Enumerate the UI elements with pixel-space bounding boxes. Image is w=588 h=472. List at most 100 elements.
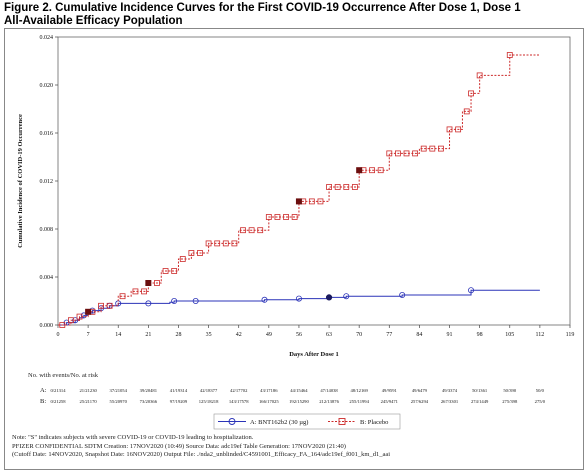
risk-cell: 41/19314 <box>170 388 188 393</box>
risk-cell: 245/9471 <box>381 399 399 404</box>
y-tick-label: 0.004 <box>40 275 54 281</box>
risk-cell: 25/21170 <box>80 399 98 404</box>
series-b-censor-marker <box>132 288 139 295</box>
x-tick-label: 91 <box>447 332 453 338</box>
series-b-censor-marker <box>369 167 375 174</box>
series-a-censor-marker <box>343 293 350 300</box>
x-tick-label: 84 <box>416 332 422 338</box>
risk-cell: 50/390 <box>503 388 516 393</box>
risk-cell: 73/20366 <box>140 399 158 404</box>
series-b-censor-marker <box>412 150 419 157</box>
x-axis-label: Days After Dose 1 <box>289 351 339 358</box>
risk-cell: 44/15464 <box>290 388 308 393</box>
series-b-censor-marker <box>317 198 324 205</box>
y-axis-label: Cumulative Incidence of COVID-19 Occurre… <box>17 114 24 248</box>
series-b-severe-marker <box>145 280 152 286</box>
series-b-censor-marker <box>265 214 272 220</box>
risk-cell: 49/3374 <box>442 388 458 393</box>
y-tick-label: 0.008 <box>40 227 54 233</box>
series-b-censor-marker <box>154 280 160 286</box>
series-b-censor-marker <box>119 293 126 300</box>
series-b-censor-marker <box>291 214 298 220</box>
risk-cell: 192/15290 <box>289 399 309 404</box>
risk-cell: 97/19209 <box>170 399 188 404</box>
series-b-censor-marker <box>326 184 332 190</box>
series-b-censor-marker <box>403 150 410 157</box>
series-a-censor-marker <box>261 296 268 303</box>
x-tick-label: 49 <box>266 332 272 338</box>
series-a-censor-marker <box>192 297 199 304</box>
risk-cell: 21/21230 <box>79 388 97 393</box>
y-tick-label: 0.000 <box>40 323 54 329</box>
series-b-severe-marker <box>295 198 302 205</box>
risk-cell: 257/6294 <box>411 399 429 404</box>
series-b-censor-marker <box>141 288 147 295</box>
legend-label-a: A: BNT162b2 (30 µg) <box>250 419 308 426</box>
series-b-censor-marker <box>386 150 393 157</box>
series-b-censor-marker <box>98 302 104 309</box>
series-b-censor-marker <box>420 145 427 152</box>
series-b-censor-marker <box>240 227 246 234</box>
x-tick-label: 21 <box>145 332 151 338</box>
series-b-censor-marker <box>334 184 341 190</box>
series-a-censor-marker <box>468 287 475 294</box>
series-b-censor-marker <box>429 145 436 152</box>
risk-cell: 50/0 <box>536 388 545 393</box>
series-b-censor-marker <box>283 214 289 220</box>
risk-cell: 274/1449 <box>471 399 489 404</box>
y-tick-label: 0.012 <box>40 179 54 185</box>
x-tick-label: 105 <box>505 332 514 338</box>
risk-cell: 43/17186 <box>260 388 278 393</box>
series-b-censor-marker <box>76 313 83 320</box>
series-b-censor-marker <box>394 150 401 157</box>
figure-title-line-2: All-Available Efficacy Population <box>4 14 183 27</box>
x-tick-label: 0 <box>57 332 60 338</box>
y-tick-label: 0.024 <box>40 35 54 41</box>
plot-area <box>57 36 571 326</box>
risk-cell: 47/14038 <box>320 388 338 393</box>
risk-cell: 125/18218 <box>199 399 219 404</box>
x-tick-label: 35 <box>206 332 212 338</box>
x-tick-label: 98 <box>477 332 483 338</box>
risk-cell: 212/13876 <box>319 399 339 404</box>
series-b-censor-marker <box>59 322 66 328</box>
x-tick-label: 70 <box>356 332 362 338</box>
risk-cell: 55/20970 <box>110 399 128 404</box>
footnotes: Note: "S" indicates subjects with severe… <box>12 434 584 460</box>
risk-cell: 48/12169 <box>350 388 368 393</box>
series-b-censor-marker <box>171 268 178 274</box>
footnote-line-3: (Cutoff Date: 14NOV2020, Snapshot Date: … <box>12 451 391 459</box>
legend-box <box>213 413 401 430</box>
risk-cell: 50/1361 <box>472 388 488 393</box>
risk-cell: 49/9591 <box>382 388 398 393</box>
series-b-censor-marker <box>446 126 453 133</box>
footnote-line-2: PFIZER CONFIDENTIAL SDTM Creation: 17NOV… <box>12 442 346 450</box>
series-b-censor-marker <box>222 240 229 247</box>
series-b-censor-marker <box>248 227 255 234</box>
risk-row-label: A: <box>40 387 47 394</box>
series-b-censor-marker <box>438 145 444 152</box>
risk-cell: 39/20481 <box>140 388 158 393</box>
risk-row-label: B: <box>40 398 46 405</box>
risk-cell: 255/11994 <box>349 399 369 404</box>
y-tick-label: 0.020 <box>40 83 54 89</box>
x-tick-label: 56 <box>296 332 302 338</box>
legend-marker-b <box>338 418 346 425</box>
series-b-censor-marker <box>231 240 238 247</box>
series-b-censor-marker <box>274 214 281 220</box>
series-b-severe-marker <box>356 167 363 174</box>
series-b-censor-marker <box>468 90 474 97</box>
risk-cell: 42/18377 <box>200 388 218 393</box>
x-tick-label: 77 <box>386 332 392 338</box>
risk-cell: 267/3301 <box>441 399 459 404</box>
risk-cell: 37/21054 <box>110 388 128 393</box>
series-b-censor-marker <box>257 227 264 234</box>
series-a-censor-marker <box>399 291 406 298</box>
series-b-censor-marker <box>377 167 384 174</box>
x-tick-label: 63 <box>326 332 332 338</box>
risk-table-title: No. with events/No. at risk <box>28 372 99 379</box>
x-tick-label: 7 <box>87 332 90 338</box>
x-tick-label: 119 <box>566 332 575 338</box>
series-b-line <box>58 54 540 326</box>
